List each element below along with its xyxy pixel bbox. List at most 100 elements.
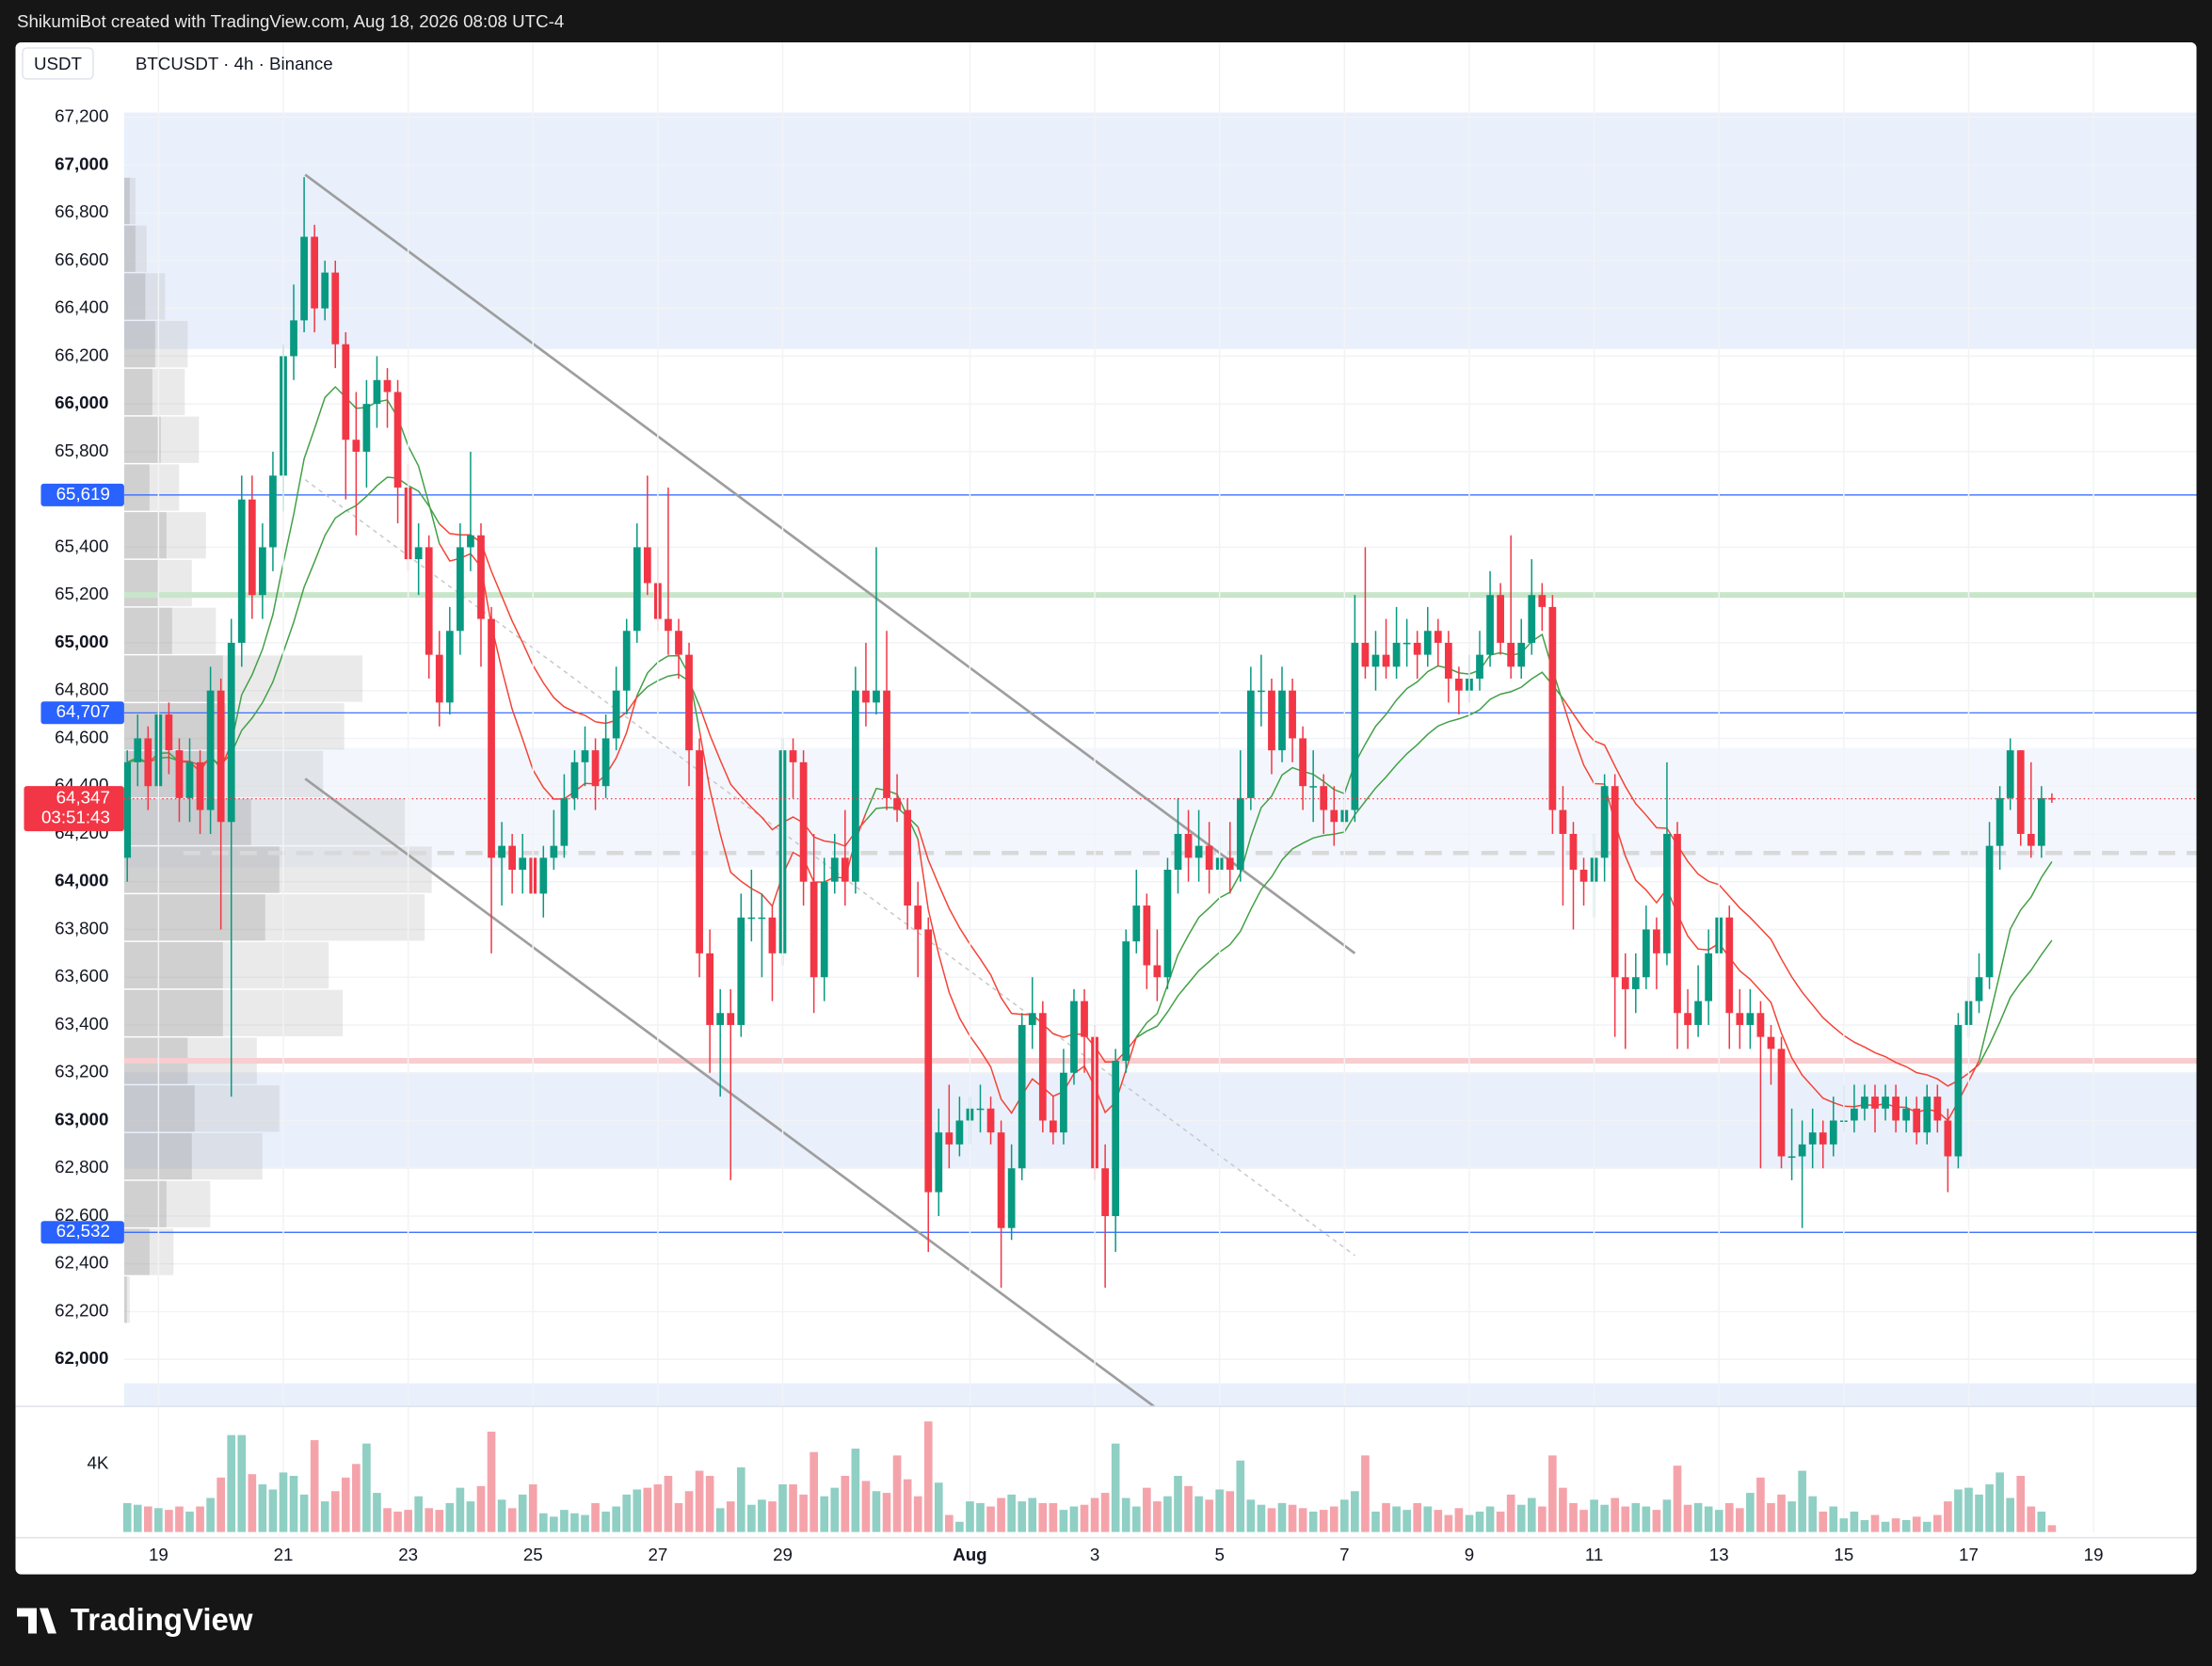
- candle-body: [1497, 595, 1504, 643]
- volume-bar: [1226, 1491, 1235, 1532]
- volume-bar: [778, 1484, 787, 1532]
- profile-total: [123, 512, 206, 559]
- profile-up: [123, 559, 158, 607]
- candle-body: [737, 917, 745, 1025]
- candle-body: [1892, 1097, 1899, 1121]
- trendline: [304, 173, 1356, 954]
- y-tick-label: 62,200: [55, 1300, 108, 1320]
- volume-bar: [1121, 1498, 1130, 1532]
- volume-bar: [1829, 1506, 1838, 1532]
- candle-body: [206, 690, 215, 810]
- volume-bar: [1153, 1501, 1162, 1532]
- volume-bar: [799, 1494, 808, 1532]
- level-label-box: [40, 483, 124, 506]
- candle-body: [1258, 690, 1265, 693]
- candle-body: [1861, 1097, 1868, 1109]
- candle-body: [1819, 1132, 1827, 1145]
- moving-average: [917, 839, 1137, 1114]
- candle-body: [175, 750, 184, 798]
- volume-bar: [1403, 1510, 1411, 1532]
- trendline: [304, 777, 1155, 1407]
- moving-average: [1562, 697, 1980, 1087]
- volume-bar: [934, 1482, 943, 1532]
- candle-body: [362, 404, 371, 452]
- candle-body: [955, 1120, 964, 1145]
- volume-bar: [1683, 1504, 1692, 1532]
- candle-body: [311, 236, 319, 309]
- volume-bar: [1891, 1518, 1900, 1532]
- volume-bar: [1038, 1502, 1048, 1532]
- candle-body: [830, 857, 839, 882]
- candle-body: [914, 905, 922, 930]
- trendline: [304, 479, 1355, 1257]
- layers: 62,000 62,200 62,400 62,600 62,800 63,000 63,2…: [15, 41, 2197, 1564]
- volume-bar: [1298, 1508, 1307, 1532]
- moving-average: [917, 826, 1137, 1063]
- volume-bar: [1621, 1506, 1630, 1532]
- candle-body: [581, 750, 589, 762]
- volume-bar: [1319, 1510, 1328, 1532]
- volume-bar: [154, 1508, 163, 1532]
- volume-bar: [1767, 1502, 1775, 1532]
- candle-body: [393, 392, 402, 488]
- candle-body: [1278, 690, 1286, 751]
- candle-body: [1413, 642, 1421, 655]
- volume-bar: [715, 1508, 725, 1532]
- volume-bar: [841, 1475, 850, 1532]
- x-tick-label: 3: [1090, 1545, 1099, 1564]
- volume-bar: [1100, 1493, 1110, 1532]
- candle-body: [727, 1013, 735, 1025]
- candle-body: [1371, 654, 1380, 667]
- volume-bar: [206, 1498, 215, 1532]
- volume-bar: [1964, 1487, 1973, 1532]
- candle-body: [1320, 786, 1328, 810]
- volume-bar: [1538, 1506, 1547, 1532]
- profile-up: [123, 1085, 195, 1132]
- candle-body: [1725, 917, 1734, 1014]
- candle-body: [1642, 929, 1650, 978]
- profile-total: [123, 1132, 263, 1180]
- volume-bar: [1236, 1460, 1245, 1532]
- volume-bar: [435, 1510, 444, 1532]
- volume-bar: [1131, 1506, 1141, 1532]
- volume-bar: [1548, 1455, 1557, 1532]
- candle-body: [2016, 750, 2025, 834]
- x-tick-label: 15: [1834, 1545, 1853, 1564]
- candle-body: [601, 738, 610, 787]
- y-tick-label: 62,400: [55, 1253, 108, 1273]
- symbol: BTCUSDT · 4h · Binance: [136, 54, 333, 73]
- volume-bar: [1996, 1472, 2004, 1532]
- candle-body: [1361, 642, 1370, 667]
- candle-body: [539, 857, 548, 894]
- x-tick-label: 5: [1214, 1545, 1224, 1564]
- candle-body: [1756, 1013, 1765, 1037]
- volume-bar: [1246, 1499, 1256, 1532]
- volume-bar: [1205, 1499, 1213, 1532]
- volume-bar: [1735, 1508, 1744, 1532]
- volume-bar: [2006, 1498, 2014, 1532]
- candle-body: [435, 654, 443, 703]
- volume-bar: [341, 1477, 350, 1532]
- profile-up: [123, 655, 223, 702]
- volume-bar: [1569, 1502, 1578, 1532]
- volume-bar: [1351, 1491, 1359, 1532]
- volume-bar: [268, 1489, 278, 1532]
- candle-body: [1933, 1097, 1942, 1121]
- volume-bar: [633, 1489, 642, 1532]
- volume-bar: [1579, 1510, 1588, 1532]
- volume-bar: [362, 1443, 371, 1532]
- y-tick-label: 66,000: [55, 392, 108, 412]
- profile-total: [123, 1085, 280, 1132]
- y-tick-label: 64,800: [55, 680, 108, 699]
- candle-body: [425, 547, 433, 655]
- candle-body: [123, 761, 132, 858]
- candle-body: [1444, 642, 1452, 680]
- candle-body: [768, 917, 777, 953]
- candle-body: [1423, 631, 1432, 655]
- candle-body: [799, 761, 808, 882]
- candle-body: [883, 690, 890, 798]
- volume-bar: [1371, 1511, 1380, 1532]
- volume-bar: [1724, 1502, 1734, 1532]
- profile-total: [123, 177, 136, 225]
- volume-bar: [352, 1464, 361, 1532]
